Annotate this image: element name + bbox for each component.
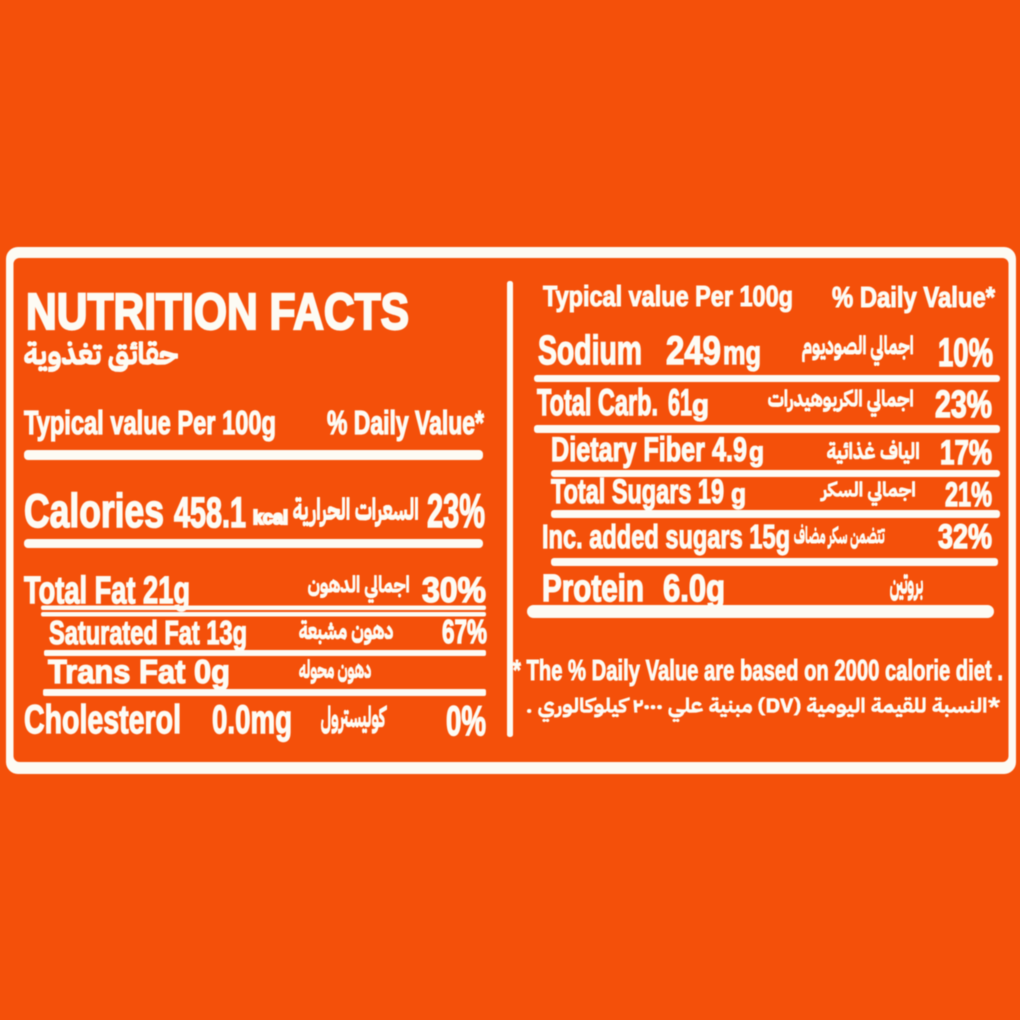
svg-text:Trans Fat 0g: Trans Fat 0g	[48, 653, 230, 690]
svg-text:kcal: kcal	[253, 508, 288, 529]
svg-text:g: g	[731, 478, 746, 509]
svg-text:% Daily Value*: % Daily Value*	[327, 404, 484, 441]
svg-text:10%: 10%	[938, 331, 993, 375]
svg-text:23%: 23%	[935, 384, 992, 426]
svg-text:Cholesterol: Cholesterol	[24, 698, 181, 742]
svg-text:6.0g: 6.0g	[663, 568, 725, 610]
svg-text:17%: 17%	[940, 434, 992, 472]
svg-text:* The % Daily Value are based: * The % Daily Value are based on 2000 ca…	[513, 655, 1003, 687]
svg-text:0.0mg: 0.0mg	[212, 698, 292, 742]
svg-text:Inc. added sugars 15g: Inc. added sugars 15g	[542, 518, 790, 555]
svg-text:32%: 32%	[938, 518, 992, 556]
svg-text:Protein: Protein	[542, 568, 644, 610]
svg-text:Dietary Fiber 4.9: Dietary Fiber 4.9	[551, 431, 747, 469]
svg-text:Total Fat 21g: Total Fat 21g	[24, 570, 190, 612]
svg-text:Total Sugars 19: Total Sugars 19	[551, 473, 724, 511]
svg-text:0%: 0%	[446, 697, 486, 744]
svg-text:Sodium: Sodium	[538, 327, 642, 373]
svg-text:67%: 67%	[442, 613, 487, 650]
svg-text:NUTRITION FACTS: NUTRITION FACTS	[26, 283, 409, 340]
svg-text:Total Carb.: Total Carb.	[537, 382, 658, 423]
svg-text:g: g	[692, 389, 709, 422]
svg-text:g: g	[749, 436, 764, 467]
svg-text:Saturated Fat 13g: Saturated Fat 13g	[49, 614, 247, 651]
svg-text:30%: 30%	[422, 571, 486, 610]
svg-text:% Daily Value*: % Daily Value*	[832, 282, 996, 314]
svg-text:Typical value Per 100g: Typical value Per 100g	[543, 281, 793, 313]
svg-text:23%: 23%	[427, 484, 485, 537]
svg-text:mg: mg	[723, 334, 761, 371]
svg-text:21%: 21%	[945, 476, 992, 514]
svg-text:61: 61	[668, 382, 692, 423]
svg-text:Calories: Calories	[24, 484, 164, 537]
svg-text:249: 249	[666, 329, 721, 373]
svg-text:458.1: 458.1	[174, 489, 246, 537]
svg-text:Typical value Per 100g: Typical value Per 100g	[24, 404, 276, 441]
